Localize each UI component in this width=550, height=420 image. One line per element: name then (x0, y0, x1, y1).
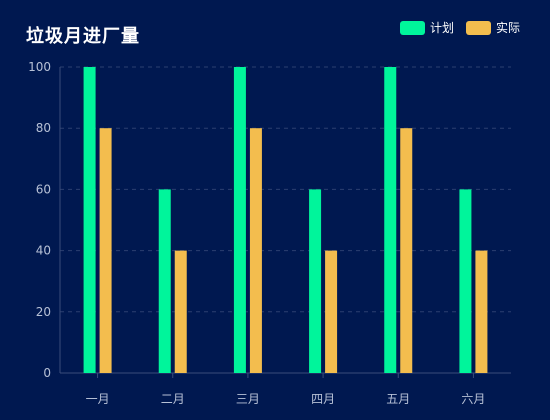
y-tick-label: 80 (36, 121, 51, 135)
x-tick-label: 四月 (311, 392, 335, 406)
bar-actual (475, 250, 488, 373)
legend-item-plan[interactable]: 计划 (399, 19, 454, 36)
x-tick-label: 三月 (236, 392, 260, 406)
x-tick-label: 一月 (86, 392, 110, 406)
bar-actual (249, 128, 262, 373)
x-tick-label: 五月 (386, 392, 410, 406)
bar-plan (83, 67, 96, 373)
legend-swatch-actual (465, 20, 491, 35)
chart-title: 垃圾月进厂量 (26, 26, 140, 47)
y-tick-label: 20 (36, 305, 51, 319)
legend-label-actual: 实际 (495, 21, 520, 35)
bar-plan (158, 189, 171, 373)
x-tick-label: 六月 (461, 392, 485, 406)
legend-label-plan: 计划 (429, 21, 454, 35)
bar-plan (233, 67, 246, 373)
bar-plan (459, 189, 472, 373)
bar-actual (325, 250, 338, 373)
y-tick-label: 40 (36, 244, 51, 258)
legend-swatch-plan (399, 20, 425, 35)
x-tick-label: 二月 (161, 392, 185, 406)
legend-item-actual[interactable]: 实际 (465, 19, 520, 36)
y-tick-label: 60 (36, 182, 51, 196)
bar-actual (400, 128, 413, 373)
y-tick-label: 100 (28, 60, 51, 74)
bar-actual (174, 250, 187, 373)
chart-legend: 计划 实际 (399, 19, 520, 36)
bar-actual (99, 128, 112, 373)
bar-plan (309, 189, 322, 373)
y-tick-label: 0 (43, 366, 51, 380)
bar-plan (384, 67, 397, 373)
